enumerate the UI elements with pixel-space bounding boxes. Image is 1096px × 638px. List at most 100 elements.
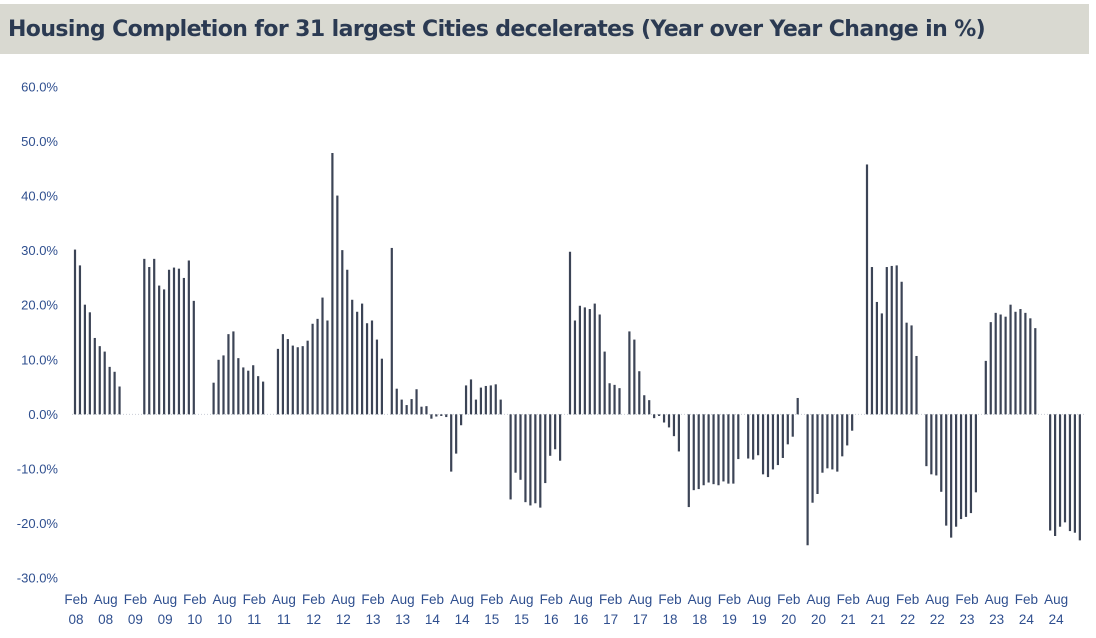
bar <box>425 406 428 415</box>
bar <box>811 414 814 503</box>
bar <box>638 371 641 415</box>
x-tick-label-month: Feb <box>64 592 87 607</box>
bar <box>365 323 369 415</box>
x-tick-label-year: 10 <box>187 612 202 627</box>
bar <box>1073 414 1076 533</box>
bar <box>821 414 824 473</box>
bar <box>732 414 735 484</box>
bar <box>707 414 710 483</box>
bar <box>559 414 562 461</box>
bar <box>301 346 304 415</box>
bar <box>895 265 898 415</box>
bar <box>588 309 591 415</box>
bar <box>212 382 215 415</box>
x-tick-label-month: Aug <box>1044 592 1068 607</box>
x-tick-label-year: 21 <box>841 612 856 627</box>
bar <box>722 414 725 482</box>
bar <box>974 414 977 493</box>
x-tick-label-year: 09 <box>128 612 143 627</box>
bar <box>662 414 666 423</box>
bar <box>153 258 156 415</box>
x-tick-label-month: Aug <box>391 592 415 607</box>
bar <box>865 164 869 415</box>
bar <box>568 251 572 415</box>
bar <box>959 414 963 520</box>
bar <box>653 414 656 419</box>
bar <box>430 414 433 419</box>
bar <box>846 414 849 446</box>
bar <box>237 358 240 415</box>
x-tick-label-month: Aug <box>569 592 593 607</box>
y-tick-label: 20.0% <box>21 298 58 313</box>
bar <box>321 297 324 415</box>
bar <box>836 414 839 472</box>
bar <box>880 313 883 415</box>
bar <box>455 414 458 454</box>
bar <box>578 305 581 415</box>
x-tick-label-year: 23 <box>959 612 974 627</box>
bar <box>593 303 596 415</box>
bar <box>370 320 374 415</box>
bar <box>78 265 82 415</box>
x-tick-label-month: Feb <box>124 592 147 607</box>
bar <box>766 414 770 478</box>
bar <box>167 269 171 415</box>
bar <box>361 303 364 415</box>
bar <box>440 414 443 416</box>
bar <box>182 277 185 415</box>
x-tick-label-year: 21 <box>870 612 885 627</box>
x-tick-label-month: Aug <box>866 592 890 607</box>
x-tick-label-year: 18 <box>692 612 707 627</box>
bar <box>341 250 344 415</box>
x-tick-label-month: Aug <box>985 592 1009 607</box>
bar <box>529 414 532 506</box>
bar <box>672 414 676 437</box>
bar <box>509 414 512 500</box>
x-tick-label-month: Feb <box>896 592 919 607</box>
bar <box>281 334 284 415</box>
bar <box>474 399 478 415</box>
bar <box>1068 414 1072 532</box>
bar <box>410 399 413 415</box>
bar <box>890 265 893 415</box>
bar <box>346 269 349 415</box>
bar <box>158 285 161 415</box>
bar <box>549 414 552 456</box>
x-tick-label-year: 13 <box>395 612 410 627</box>
bar <box>786 414 789 445</box>
chart-area: 60.0% 50.0% 40.0% 30.0% 20.0% 10.0% 0.0% -10.0%… <box>0 60 1096 638</box>
x-tick-label-month: Aug <box>212 592 236 607</box>
bar <box>826 414 829 469</box>
bar <box>1029 318 1032 415</box>
bar <box>479 387 482 415</box>
x-tick-label-year: 18 <box>662 612 677 627</box>
x-tick-label-year: 19 <box>752 612 767 627</box>
bar <box>925 414 928 467</box>
y-tick-label: -20.0% <box>17 516 59 531</box>
x-tick-label-year: 19 <box>722 612 737 627</box>
bar <box>930 414 933 475</box>
bar <box>677 414 680 452</box>
x-tick-label-year: 10 <box>217 612 232 627</box>
bar <box>484 385 487 415</box>
y-tick-label: -30.0% <box>17 571 59 586</box>
bar <box>831 414 834 470</box>
bar <box>544 414 547 484</box>
bar <box>885 267 888 415</box>
bar <box>415 389 418 415</box>
y-tick-label: 60.0% <box>21 80 58 95</box>
bar <box>420 406 423 415</box>
y-tick-label: 10.0% <box>21 352 58 367</box>
bar <box>400 399 403 415</box>
bar <box>311 323 314 415</box>
bar <box>257 376 260 415</box>
bar <box>1078 414 1081 541</box>
x-tick-label-year: 14 <box>455 612 471 627</box>
bar <box>712 414 715 485</box>
x-tick-label-month: Aug <box>925 592 949 607</box>
x-tick-label-month: Aug <box>806 592 830 607</box>
bar <box>356 311 359 415</box>
bar <box>489 385 492 415</box>
bar <box>316 318 319 415</box>
bar <box>999 314 1002 415</box>
